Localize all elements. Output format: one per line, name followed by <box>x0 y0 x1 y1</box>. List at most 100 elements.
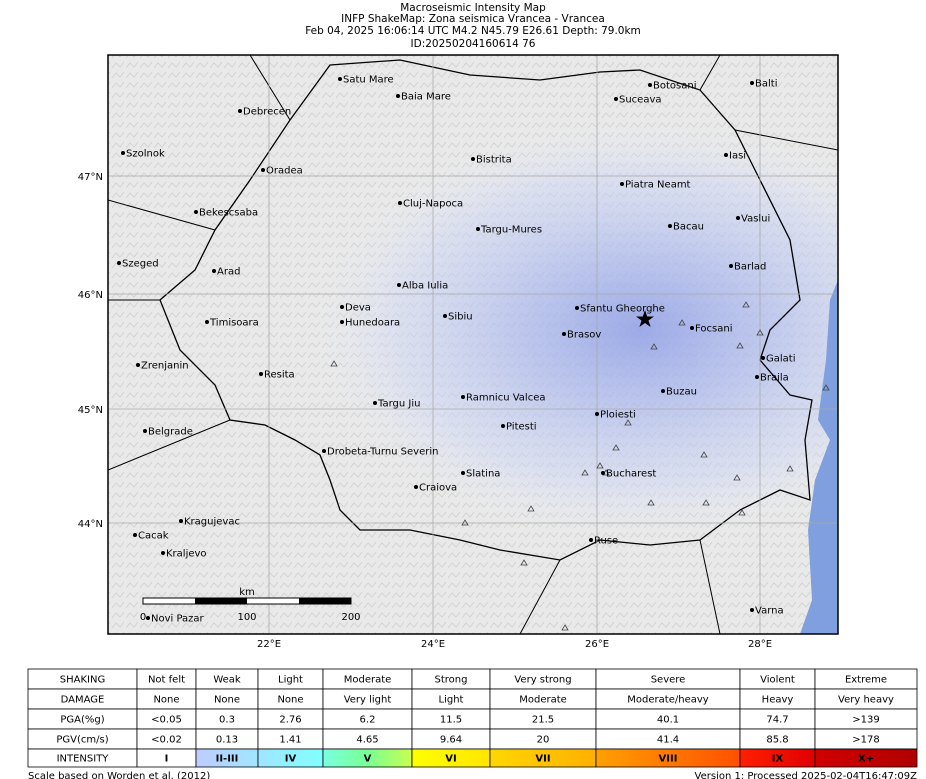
title-line: Macroseismic Intensity Map <box>400 2 546 14</box>
lat-label: 45°N <box>78 405 103 416</box>
scale-tick: 200 <box>341 612 360 623</box>
city-label: Bekescsaba <box>199 208 258 219</box>
legend-text: Moderate <box>519 695 567 706</box>
title-line: INFP ShakeMap: Zona seismica Vrancea - V… <box>341 13 605 25</box>
legend-text: PGV(cm/s) <box>56 735 108 746</box>
map: Satu Mare Baia Mare Botosani Balti Debrecen S… <box>108 55 838 634</box>
legend-text: <0.05 <box>151 715 182 726</box>
legend-text: X+ <box>858 754 874 765</box>
legend-text: Violent <box>760 675 795 686</box>
city-label: Vaslui <box>741 214 770 225</box>
legend-text: Extreme <box>845 675 887 686</box>
city-label: Szolnok <box>126 149 165 160</box>
city-dot <box>750 608 754 612</box>
city-label: Alba Iulia <box>402 281 448 292</box>
city-dot <box>648 83 652 87</box>
scale-unit: km <box>239 587 255 598</box>
city-label: Sibiu <box>448 312 473 323</box>
legend-text: 40.1 <box>657 715 679 726</box>
legend-text: Severe <box>651 675 686 686</box>
legend-text: None <box>214 695 240 706</box>
city-label: Barlad <box>734 262 766 273</box>
city-label: Kragujevac <box>184 517 240 528</box>
city-label: Botosani <box>653 81 696 92</box>
epicenter <box>636 310 654 327</box>
city-label: Piatra Neamt <box>625 180 691 191</box>
city-dot <box>179 519 183 523</box>
city-label: Targu Jiu <box>377 399 420 410</box>
legend-text: Not felt <box>148 675 185 686</box>
legend-text: SHAKING <box>60 675 105 686</box>
city-dot <box>601 471 605 475</box>
city-dot <box>212 269 216 273</box>
city-dot <box>261 168 265 172</box>
city-dot <box>575 306 579 310</box>
city-label: Cluj-Napoca <box>403 199 463 210</box>
city-dot <box>761 356 765 360</box>
lat-label: 44°N <box>78 519 103 530</box>
legend-text: V <box>364 754 372 765</box>
city-dot <box>690 326 694 330</box>
legend-text: VI <box>445 754 456 765</box>
legend-text: VIII <box>659 754 678 765</box>
city-label: Focsani <box>695 324 732 335</box>
city-label: Arad <box>217 267 240 278</box>
footer-right: Version 1: Processed 2025-02-04T16:47:09… <box>695 771 918 779</box>
city-label: Ramnicu Valcea <box>466 393 545 404</box>
city-dot <box>589 538 593 542</box>
legend-text: 11.5 <box>440 715 462 726</box>
city-dot <box>259 372 263 376</box>
footer-left: Scale based on Worden et al. (2012) <box>28 771 210 779</box>
city-label: Deva <box>345 303 371 314</box>
scale-bar-seg <box>195 598 247 604</box>
city-dot <box>143 429 147 433</box>
city-label: Galati <box>766 354 795 365</box>
legend-text: Moderate/heavy <box>627 695 708 706</box>
city-dot <box>161 551 165 555</box>
legend-text: 2.76 <box>279 715 301 726</box>
city-label: Hunedoara <box>345 318 400 329</box>
intensity-shading <box>108 55 838 634</box>
legend-text: Very heavy <box>838 695 894 706</box>
city-label: Varna <box>755 606 784 617</box>
legend-text: <0.02 <box>151 735 182 746</box>
city-dot <box>340 320 344 324</box>
city-dot <box>373 401 377 405</box>
city-label: Targu-Mures <box>480 225 542 236</box>
scale-bar-seg <box>299 598 351 604</box>
map-frame <box>107 54 839 635</box>
city-dot <box>476 227 480 231</box>
city-dot <box>729 264 733 268</box>
city-dot <box>396 94 400 98</box>
legend-text: Moderate <box>344 675 392 686</box>
legend-text: Strong <box>435 675 468 686</box>
legend-text: 20 <box>537 735 550 746</box>
city-label: Bistrita <box>476 155 512 166</box>
city-dot <box>205 320 209 324</box>
city-label: Timisoara <box>209 318 259 329</box>
city-label: Bucharest <box>606 469 656 480</box>
lon-label: 26°E <box>585 639 609 650</box>
legend-text: DAMAGE <box>61 695 105 706</box>
legend-text: 4.65 <box>356 735 378 746</box>
city-label: Braila <box>760 373 789 384</box>
city-label: Iasi <box>729 151 746 162</box>
legend-text: 41.4 <box>657 735 679 746</box>
lon-label: 24°E <box>421 639 445 650</box>
lon-label: 28°E <box>748 639 772 650</box>
legend-text: IV <box>285 754 297 765</box>
city-dot <box>398 201 402 205</box>
legend-text: None <box>277 695 303 706</box>
legend-text: IX <box>772 754 784 765</box>
legend-text: 9.64 <box>440 735 462 746</box>
legend-text: 74.7 <box>766 715 788 726</box>
city-label: Belgrade <box>148 427 193 438</box>
city-label: Satu Mare <box>343 75 394 86</box>
city-label: Drobeta-Turnu Severin <box>327 447 438 458</box>
title-line: ID:20250204160614 76 <box>411 38 536 50</box>
city-label: Kraljevo <box>166 549 207 560</box>
lat-label: 46°N <box>78 290 103 301</box>
city-label: Baia Mare <box>401 92 451 103</box>
